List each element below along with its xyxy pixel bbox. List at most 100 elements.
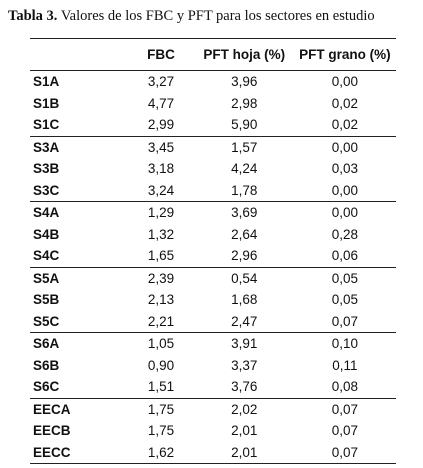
table-row: S3C 3,24 1,78 0,00	[30, 179, 396, 202]
cell: 2,21	[127, 310, 195, 333]
cell: 1,05	[147, 336, 175, 352]
cell: 0,05	[331, 270, 359, 286]
cell: 1,62	[127, 441, 195, 464]
cell: 2,99	[127, 114, 195, 137]
cell: 3,76	[194, 376, 294, 399]
cell: 2,96	[194, 245, 294, 268]
table-row: EECC 1,62 2,01 0,07	[30, 441, 396, 464]
cell: 1,78	[194, 179, 294, 202]
cell: 0,07	[331, 401, 359, 417]
cell: 3,45	[147, 139, 175, 155]
cell: 3,18	[147, 161, 175, 177]
table-row: S1A 3,27 3,96 0,00	[30, 71, 396, 93]
cell: 1,75	[147, 423, 175, 439]
cell: 1,75	[147, 401, 175, 417]
cell: 0,07	[293, 441, 396, 464]
cell: 3,24	[127, 179, 195, 202]
cell: 4,24	[231, 161, 258, 177]
cell: 0,90	[147, 357, 175, 373]
row-label: EECC	[30, 441, 128, 464]
cell: 2,47	[194, 310, 294, 333]
cell: 1,29	[147, 205, 175, 221]
row-label: S1B	[33, 95, 60, 111]
cell: 4,77	[147, 95, 175, 111]
row-label: S5C	[30, 310, 128, 333]
cell: 0,00	[331, 74, 359, 90]
column-header: PFT grano (%)	[293, 38, 396, 71]
cell: 3,91	[231, 336, 258, 352]
row-label: S5A	[33, 270, 60, 286]
table-row: S3A 3,45 1,57 0,00	[30, 136, 396, 158]
row-label: S5B	[33, 292, 60, 308]
table-row: S5C 2,21 2,47 0,07	[30, 310, 396, 333]
caption: Tabla 3. Valores de los FBC y PFT para l…	[8, 8, 375, 25]
cell: 0,00	[331, 205, 359, 221]
column-header: PFT hoja (%)	[194, 38, 294, 71]
row-label: S4B	[33, 226, 60, 242]
caption-text: Valores de los FBC y PFT para los sector…	[60, 8, 375, 24]
cell: 0,03	[331, 161, 359, 177]
row-label: S4A	[33, 205, 60, 221]
cell: 3,96	[231, 74, 258, 90]
row-label: S1A	[33, 74, 60, 90]
cell: 0,00	[293, 179, 396, 202]
row-label: S4C	[30, 245, 128, 268]
table-row: S5B 2,13 1,68 0,05	[30, 289, 396, 311]
table-row: EECA 1,75 2,02 0,07	[30, 398, 396, 420]
cell: 0,11	[332, 357, 358, 373]
cell: 1,68	[231, 292, 258, 308]
table-body: S1A 3,27 3,96 0,00 S1B 4,77 2,98 0,02 S1C 2,99 5,9…	[30, 71, 396, 464]
row-label: S3C	[30, 179, 128, 202]
table-row: S1C 2,99 5,90 0,02	[30, 114, 396, 137]
cell: 1,51	[127, 376, 195, 399]
cell: 0,00	[331, 139, 359, 155]
cell: 0,02	[331, 95, 359, 111]
table-row: S6B 0,90 3,37 0,11	[30, 355, 396, 377]
cell: 2,13	[147, 292, 175, 308]
table-row: S6A 1,05 3,91 0,10	[30, 333, 396, 355]
cell: 2,02	[231, 401, 258, 417]
table-row: S4A 1,29 3,69 0,00	[30, 202, 396, 224]
cell: 5,90	[194, 114, 294, 137]
row-label: S6B	[33, 357, 60, 373]
cell: 0,54	[231, 270, 258, 286]
row-label: S1C	[30, 114, 128, 137]
data-table: FBC PFT hoja (%) PFT grano (%) S1A 3,27 3,96…	[30, 38, 396, 464]
cell: 3,69	[231, 205, 258, 221]
cell: 2,01	[194, 441, 294, 464]
row-label: EECA	[33, 401, 71, 417]
column-header: FBC	[127, 38, 195, 71]
cell: 0,07	[331, 423, 359, 439]
table-row: S3B 3,18 4,24 0,03	[30, 158, 396, 180]
table-row: S5A 2,39 0,54 0,05	[30, 267, 396, 289]
table-row: S4B 1,32 2,64 0,28	[30, 224, 396, 246]
cell: 3,27	[147, 74, 175, 90]
cell: 1,32	[147, 226, 175, 242]
header-row: FBC PFT hoja (%) PFT grano (%)	[30, 38, 396, 71]
cell: 2,98	[231, 95, 258, 111]
row-label: S6C	[30, 376, 128, 399]
cell: 2,64	[231, 226, 258, 242]
cell: 0,05	[331, 292, 359, 308]
cell: 1,65	[127, 245, 195, 268]
cell: 0,28	[331, 226, 359, 242]
table-row: EECB 1,75 2,01 0,07	[30, 420, 396, 442]
cell: 2,01	[231, 423, 258, 439]
cell: 0,06	[293, 245, 396, 268]
row-label: S3B	[33, 161, 60, 177]
row-label: S3A	[33, 139, 60, 155]
row-label: EECB	[33, 423, 71, 439]
cell: 0,08	[293, 376, 396, 399]
cell: 0,02	[293, 114, 396, 137]
table-row: S6C 1,51 3,76 0,08	[30, 376, 396, 399]
cell: 3,37	[231, 357, 258, 373]
cell: 2,39	[147, 270, 175, 286]
cell: 0,07	[293, 310, 396, 333]
caption-label: Tabla 3.	[8, 8, 58, 24]
column-header	[30, 38, 128, 71]
table-row: S1B 4,77 2,98 0,02	[30, 93, 396, 115]
cell: 1,57	[231, 139, 258, 155]
row-label: S6A	[33, 336, 60, 352]
cell: 0,10	[331, 336, 359, 352]
